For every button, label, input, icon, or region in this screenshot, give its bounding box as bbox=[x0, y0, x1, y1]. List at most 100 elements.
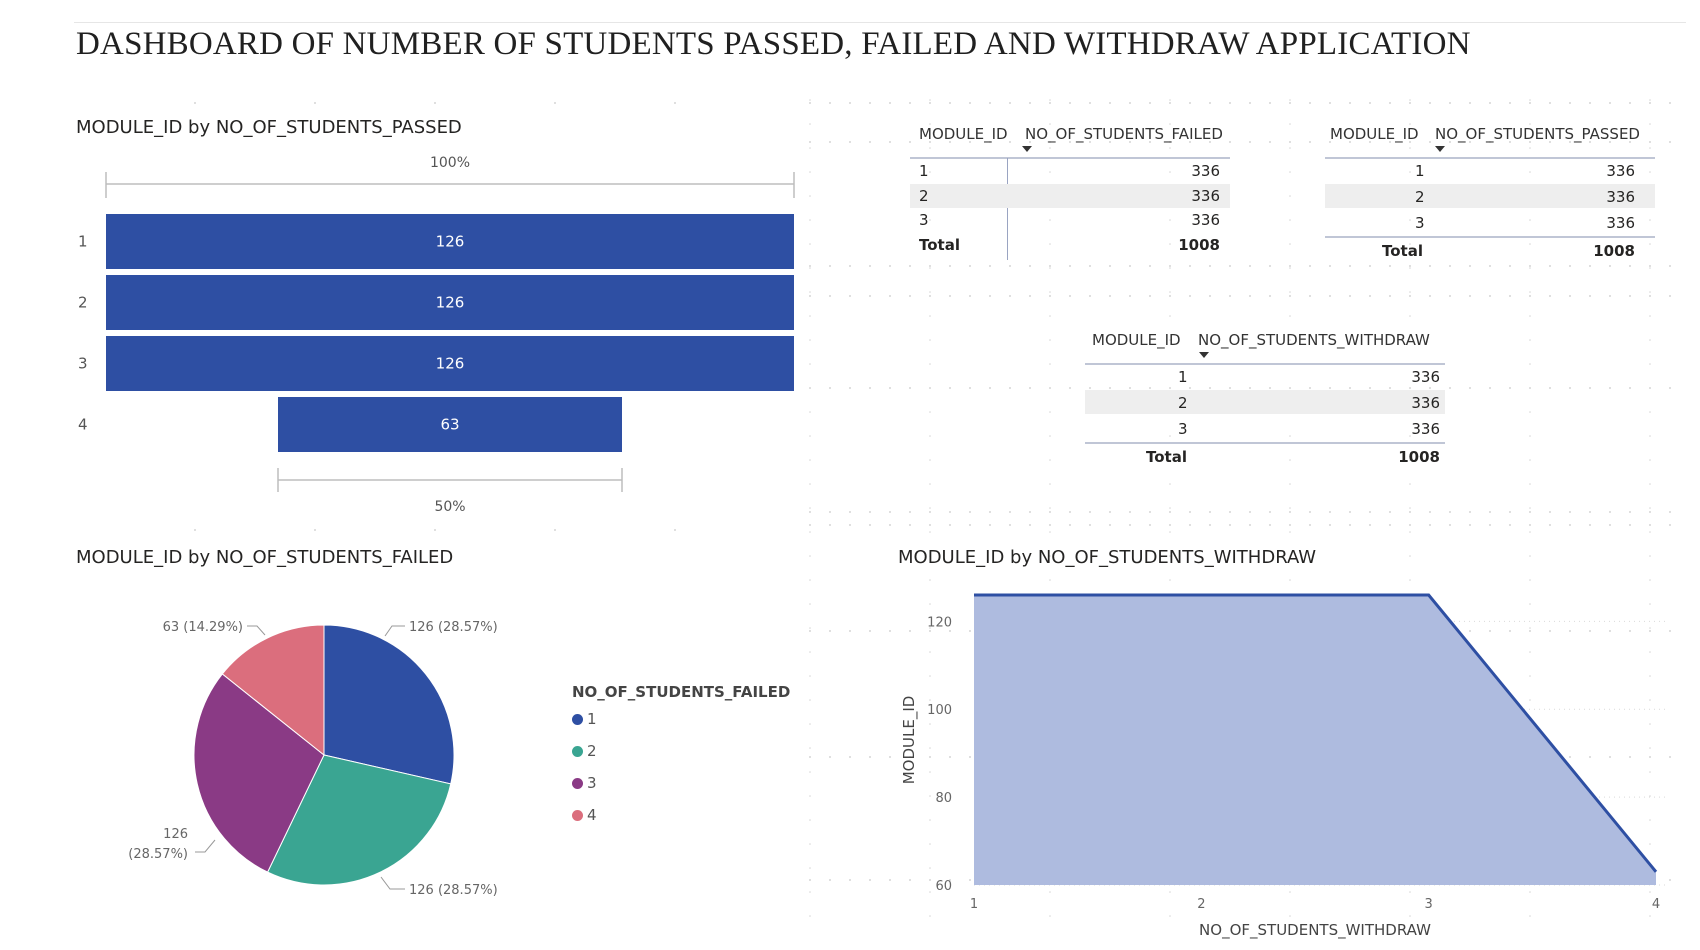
funnel-chart[interactable]: 100% 126 1 126 2 126 3 63 4 50% bbox=[60, 150, 860, 570]
pie-slice[interactable] bbox=[221, 624, 325, 757]
grid-dot bbox=[1169, 531, 1171, 533]
grid-dot bbox=[1049, 243, 1051, 245]
grid-dot bbox=[929, 756, 931, 758]
grid-dot bbox=[849, 756, 851, 758]
funnel-bar[interactable] bbox=[106, 336, 794, 391]
grid-dot bbox=[929, 819, 931, 821]
sort-desc-icon[interactable] bbox=[1199, 352, 1209, 358]
funnel-bar[interactable] bbox=[278, 397, 622, 452]
area-chart[interactable]: 60 80 100 120 1 2 3 4 NO_OF_STUDENTS_WITHDRAW MOD… bbox=[880, 575, 1700, 945]
grid-dot bbox=[949, 756, 951, 758]
grid-dot bbox=[1049, 555, 1051, 557]
grid-dot bbox=[1249, 295, 1251, 297]
column-header-withdraw[interactable]: NO_OF_STUDENTS_WITHDRAW bbox=[1198, 331, 1430, 349]
column-header-failed[interactable]: NO_OF_STUDENTS_FAILED bbox=[1025, 125, 1223, 143]
grid-dot bbox=[809, 435, 811, 437]
grid-dot bbox=[1149, 387, 1151, 389]
grid-dot bbox=[1349, 511, 1351, 513]
grid-dot bbox=[1449, 265, 1451, 267]
area-line[interactable] bbox=[974, 593, 1658, 873]
grid-dot bbox=[1109, 511, 1111, 513]
grid-dot bbox=[1549, 524, 1551, 526]
table-failed[interactable]: MODULE_ID NO_OF_STUDENTS_FAILED 1 336 2 … bbox=[910, 120, 1230, 270]
grid-dot bbox=[1529, 651, 1531, 653]
grid-dot bbox=[1389, 102, 1391, 104]
grid-dot bbox=[1089, 511, 1091, 513]
column-header-passed[interactable]: NO_OF_STUDENTS_PASSED bbox=[1435, 125, 1640, 143]
grid-dot bbox=[1169, 295, 1171, 297]
legend-item[interactable]: 3 bbox=[572, 774, 597, 792]
grid-dot bbox=[969, 265, 971, 267]
grid-dot bbox=[1269, 265, 1271, 267]
table-cell: 336 bbox=[1606, 162, 1635, 180]
grid-dot bbox=[1049, 531, 1051, 533]
table-cell: 336 bbox=[1191, 187, 1220, 205]
legend-item[interactable]: 1 bbox=[572, 710, 597, 728]
table-passed[interactable]: MODULE_ID NO_OF_STUDENTS_PASSED 1 336 2 … bbox=[1325, 120, 1655, 270]
pie-leader-line bbox=[195, 839, 216, 853]
column-header-module-id[interactable]: MODULE_ID bbox=[1092, 331, 1181, 349]
funnel-bar[interactable] bbox=[106, 275, 794, 330]
grid-dot bbox=[1169, 915, 1171, 917]
grid-dot bbox=[869, 756, 871, 758]
grid-dot bbox=[1309, 511, 1311, 513]
grid-dot bbox=[1109, 295, 1111, 297]
funnel-bar[interactable] bbox=[106, 214, 794, 269]
grid-dot bbox=[809, 675, 811, 677]
legend-item[interactable]: 2 bbox=[572, 742, 597, 760]
grid-dot bbox=[1409, 265, 1411, 267]
grid-dot bbox=[1569, 141, 1571, 143]
grid-dot bbox=[1589, 265, 1591, 267]
grid-dot bbox=[1409, 123, 1411, 125]
column-header-module-id[interactable]: MODULE_ID bbox=[1330, 125, 1419, 143]
grid-dot bbox=[1649, 147, 1651, 149]
sort-desc-icon[interactable] bbox=[1435, 146, 1445, 152]
grid-dot bbox=[1649, 651, 1651, 653]
grid-dot bbox=[1469, 141, 1471, 143]
table-cell: 336 bbox=[1411, 420, 1440, 438]
table-cell: 336 bbox=[1606, 188, 1635, 206]
grid-dot bbox=[1349, 265, 1351, 267]
grid-dot bbox=[929, 579, 931, 581]
column-header-module-id[interactable]: MODULE_ID bbox=[919, 125, 1008, 143]
grid-dot bbox=[1289, 265, 1291, 267]
grid-dot bbox=[929, 603, 931, 605]
table-withdraw[interactable]: MODULE_ID NO_OF_STUDENTS_WITHDRAW 1 336 … bbox=[1085, 326, 1445, 476]
grid-dot bbox=[1429, 511, 1431, 513]
grid-dot bbox=[1089, 295, 1091, 297]
grid-dot bbox=[1129, 102, 1131, 104]
grid-dot bbox=[1569, 524, 1571, 526]
grid-dot bbox=[1589, 756, 1591, 758]
legend-item[interactable]: 4 bbox=[572, 806, 597, 824]
funnel-category-label: 1 bbox=[78, 233, 88, 251]
grid-dot bbox=[1289, 123, 1291, 125]
grid-dot bbox=[1549, 102, 1551, 104]
grid-dot bbox=[1169, 524, 1171, 526]
sort-desc-icon[interactable] bbox=[1022, 146, 1032, 152]
grid-dot bbox=[1649, 411, 1651, 413]
grid-dot bbox=[889, 102, 891, 104]
grid-dot bbox=[1169, 147, 1171, 149]
grid-dot bbox=[1289, 891, 1291, 893]
grid-dot bbox=[1649, 363, 1651, 365]
pie-slice[interactable] bbox=[193, 673, 325, 873]
grid-dot bbox=[1089, 141, 1091, 143]
area-title: MODULE_ID by NO_OF_STUDENTS_WITHDRAW bbox=[898, 547, 1317, 568]
grid-dot bbox=[1049, 915, 1051, 917]
grid-dot bbox=[969, 524, 971, 526]
grid-dot bbox=[1209, 387, 1211, 389]
grid-dot bbox=[1049, 579, 1051, 581]
grid-dot bbox=[1529, 507, 1531, 509]
pie-legend-title: NO_OF_STUDENTS_FAILED bbox=[572, 683, 791, 701]
grid-dot bbox=[1529, 459, 1531, 461]
grid-dot bbox=[1189, 102, 1191, 104]
grid-dot bbox=[1449, 524, 1451, 526]
grid-dot bbox=[1589, 141, 1591, 143]
pie-slice[interactable] bbox=[266, 754, 452, 886]
grid-dot bbox=[1629, 756, 1631, 758]
legend-dot-icon bbox=[572, 778, 583, 789]
pie-slice[interactable] bbox=[323, 624, 455, 785]
area-fill[interactable] bbox=[974, 595, 1656, 885]
grid-dot bbox=[1609, 630, 1611, 632]
pie-chart[interactable]: 126 (28.57%) 63 (14.29%) 126 (28.57%) 126 (2… bbox=[100, 590, 660, 950]
